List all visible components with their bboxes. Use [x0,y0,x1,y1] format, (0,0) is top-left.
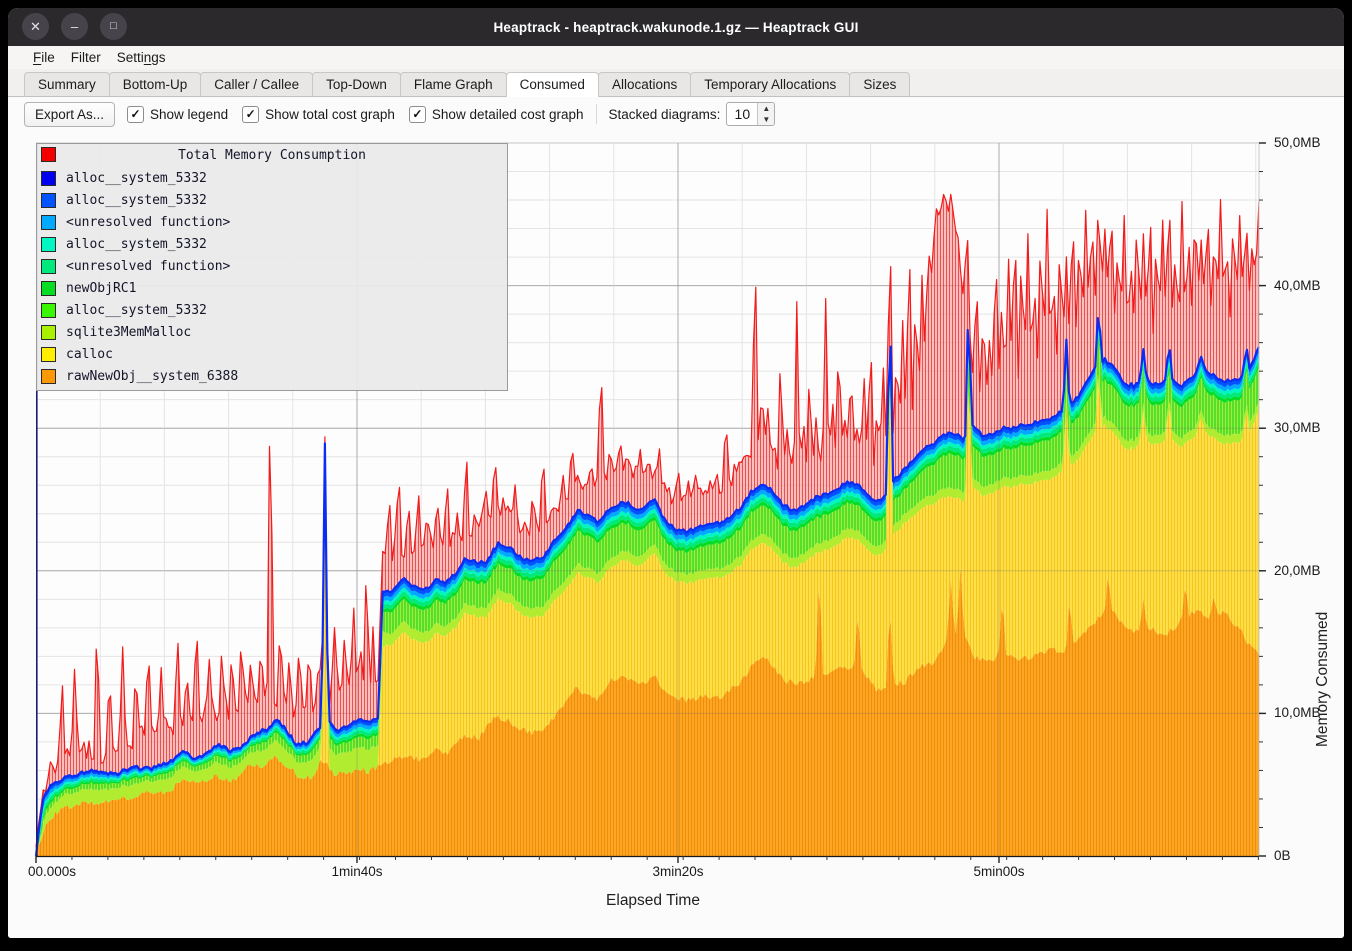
legend-swatch [41,215,56,230]
legend-swatch [41,325,56,340]
chart-legend: Total Memory Consumption alloc__system_5… [36,143,508,391]
minimize-button[interactable]: – [61,13,88,40]
window-control-icon: □ [110,21,117,32]
menu-filter[interactable]: Filter [63,49,109,66]
legend-swatch-total [41,147,56,162]
legend-item: alloc__system_5332 [37,233,507,255]
window-controls: ✕ – □ [22,13,127,40]
stacked-diagrams-value[interactable]: 10 [727,103,757,125]
menu-file[interactable]: File [25,49,63,66]
show-legend-checkbox[interactable]: ✓Show legend [127,106,228,123]
show-total-cost-checkbox[interactable]: ✓Show total cost graph [242,106,395,123]
toolbar-separator [596,104,597,124]
toolbar: Export As... ✓Show legend ✓Show total cos… [8,97,1344,131]
stacked-diagrams-control: Stacked diagrams: 10 ▲ ▼ [609,102,776,126]
checkbox-group: ✓Show legend ✓Show total cost graph ✓Show … [127,106,584,123]
legend-swatch [41,193,56,208]
show-detailed-cost-checkbox[interactable]: ✓Show detailed cost graph [409,106,584,123]
legend-item: <unresolved function> [37,211,507,233]
y-tick-label: 0B [1274,848,1291,863]
y-axis-tick-labels: 0B10,0MB20,0MB30,0MB40,0MB50,0MB [1267,143,1344,856]
window-title: Heaptrack - heaptrack.wakunode.1.gz — He… [493,20,858,35]
stacked-diagrams-label: Stacked diagrams: [609,107,721,122]
tab-summary[interactable]: Summary [24,72,110,96]
x-tick-label: 1min40s [317,864,397,879]
legend-items: alloc__system_5332alloc__system_5332<unr… [37,167,507,387]
legend-item: rawNewObj__system_6388 [37,365,507,387]
checkbox-check-icon: ✓ [409,106,426,123]
tab-flame-graph[interactable]: Flame Graph [400,72,507,96]
close-button[interactable]: ✕ [22,13,49,40]
tab-allocations[interactable]: Allocations [598,72,691,96]
legend-item: alloc__system_5332 [37,167,507,189]
tab-consumed[interactable]: Consumed [506,72,599,97]
legend-item: newObjRC1 [37,277,507,299]
legend-swatch [41,303,56,318]
spin-down-icon[interactable]: ▼ [758,114,774,125]
checkbox-check-icon: ✓ [127,106,144,123]
consumed-chart-region: Total Memory Consumption alloc__system_5… [8,130,1344,938]
stacked-diagrams-spinbox[interactable]: 10 ▲ ▼ [726,102,775,126]
legend-swatch [41,259,56,274]
legend-swatch [41,369,56,384]
legend-swatch [41,171,56,186]
tab-bar: SummaryBottom-UpCaller / CalleeTop-DownF… [8,69,1344,97]
tab-sizes[interactable]: Sizes [849,72,910,96]
x-axis-title: Elapsed Time [503,892,803,910]
title-bar: ✕ – □ Heaptrack - heaptrack.wakunode.1.gz … [8,8,1344,46]
legend-item: sqlite3MemMalloc [37,321,507,343]
legend-swatch [41,237,56,252]
x-tick-label: 00.000s [12,864,92,879]
menu-settings[interactable]: Settings [109,49,174,66]
legend-swatch [41,281,56,296]
checkbox-check-icon: ✓ [242,106,259,123]
tab-bottom-up[interactable]: Bottom-Up [109,72,202,96]
tab-temporary-allocations[interactable]: Temporary Allocations [690,72,850,96]
menu-bar: FileFilterSettings [8,46,1344,69]
x-axis-tick-labels: 00.000s 1min40s 3min20s 5min00s [8,864,1344,884]
legend-swatch [41,347,56,362]
legend-title: Total Memory Consumption [178,148,366,163]
legend-item: <unresolved function> [37,255,507,277]
legend-title-row: Total Memory Consumption [37,144,507,167]
x-tick-label: 5min00s [959,864,1039,879]
export-as-button[interactable]: Export As... [24,102,115,127]
x-tick-label: 3min20s [638,864,718,879]
spin-up-icon[interactable]: ▲ [758,103,774,114]
heaptrack-window: ✕ – □ Heaptrack - heaptrack.wakunode.1.gz … [8,8,1344,938]
tab-top-down[interactable]: Top-Down [312,72,401,96]
y-tick-label: 50,0MB [1274,135,1321,150]
legend-item: calloc [37,343,507,365]
window-control-icon: – [71,20,78,33]
tab-caller-callee[interactable]: Caller / Callee [200,72,313,96]
legend-item: alloc__system_5332 [37,189,507,211]
window-control-icon: ✕ [30,20,41,33]
maximize-button[interactable]: □ [100,13,127,40]
legend-item: alloc__system_5332 [37,299,507,321]
y-axis-title: Memory Consumed [1314,247,1332,747]
